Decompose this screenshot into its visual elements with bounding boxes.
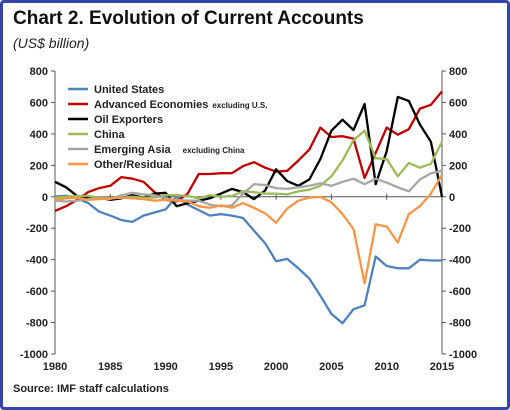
y-tick-label-right: -200 xyxy=(449,223,471,235)
y-tick-label-left: -600 xyxy=(26,286,48,298)
y-tick-label-left: 600 xyxy=(30,97,48,109)
y-tick-label-right: -1000 xyxy=(449,349,477,361)
legend: United States Advanced Economies excluding… xyxy=(68,84,267,171)
y-tick-label-right: -600 xyxy=(449,286,471,298)
y-tick-label-right: -400 xyxy=(449,255,471,267)
legend-note-emerging-asia: excluding China xyxy=(183,146,245,155)
x-tick-label: 2010 xyxy=(374,361,398,373)
legend-label-oil-exporters: Oil Exporters xyxy=(94,114,163,126)
chart-subtitle: (US$ billion) xyxy=(13,35,90,51)
y-tick-label-right: 800 xyxy=(449,66,467,78)
x-tick-label: 1990 xyxy=(153,361,177,373)
y-tick-label-right: 0 xyxy=(449,192,455,204)
y-tick-label-left: -1000 xyxy=(20,349,48,361)
legend-label-emerging-asia: Emerging Asia xyxy=(94,144,171,156)
y-tick-label-right: 600 xyxy=(449,97,467,109)
y-tick-label-left: -400 xyxy=(26,255,48,267)
legend-note-advanced-economies: excluding U.S. xyxy=(212,101,267,110)
series-line-other-residual xyxy=(54,174,443,285)
series-line-united-states xyxy=(54,194,442,325)
x-tick-label: 1995 xyxy=(209,361,233,373)
x-tick-label: 2005 xyxy=(319,361,343,373)
y-tick-label-right: 400 xyxy=(449,129,467,141)
y-tick-label-right: -800 xyxy=(449,318,471,330)
source-note: Source: IMF staff calculations xyxy=(13,383,169,395)
y-tick-label-left: -200 xyxy=(26,223,48,235)
series-line-emerging-asia xyxy=(54,169,443,208)
y-tick-label-left: 800 xyxy=(30,66,48,78)
y-tick-label-left: 400 xyxy=(30,129,48,141)
chart-title: Chart 2. Evolution of Current Accounts xyxy=(13,8,364,29)
y-tick-label-left: -800 xyxy=(26,318,48,330)
x-tick-label: 2000 xyxy=(264,361,288,373)
x-tick-label: 1985 xyxy=(98,361,122,373)
x-tick-label: 1980 xyxy=(43,361,67,373)
y-tick-label-left: 200 xyxy=(30,160,48,172)
legend-label-china: China xyxy=(94,129,125,141)
y-tick-label-right: 200 xyxy=(449,160,467,172)
legend-label-united-states: United States xyxy=(94,84,164,96)
series-lines xyxy=(54,90,444,325)
axes: -1000 -1000 -800 -800 -600 -600 -400 -400 -200 -2… xyxy=(20,66,477,373)
y-tick-label-left: 0 xyxy=(42,192,48,204)
legend-label-advanced-economies: Advanced Economies xyxy=(94,99,208,111)
x-tick-label: 2015 xyxy=(430,361,454,373)
legend-label-other-residual: Other/Residual xyxy=(94,159,172,171)
series-line-advanced-economies xyxy=(54,90,443,212)
